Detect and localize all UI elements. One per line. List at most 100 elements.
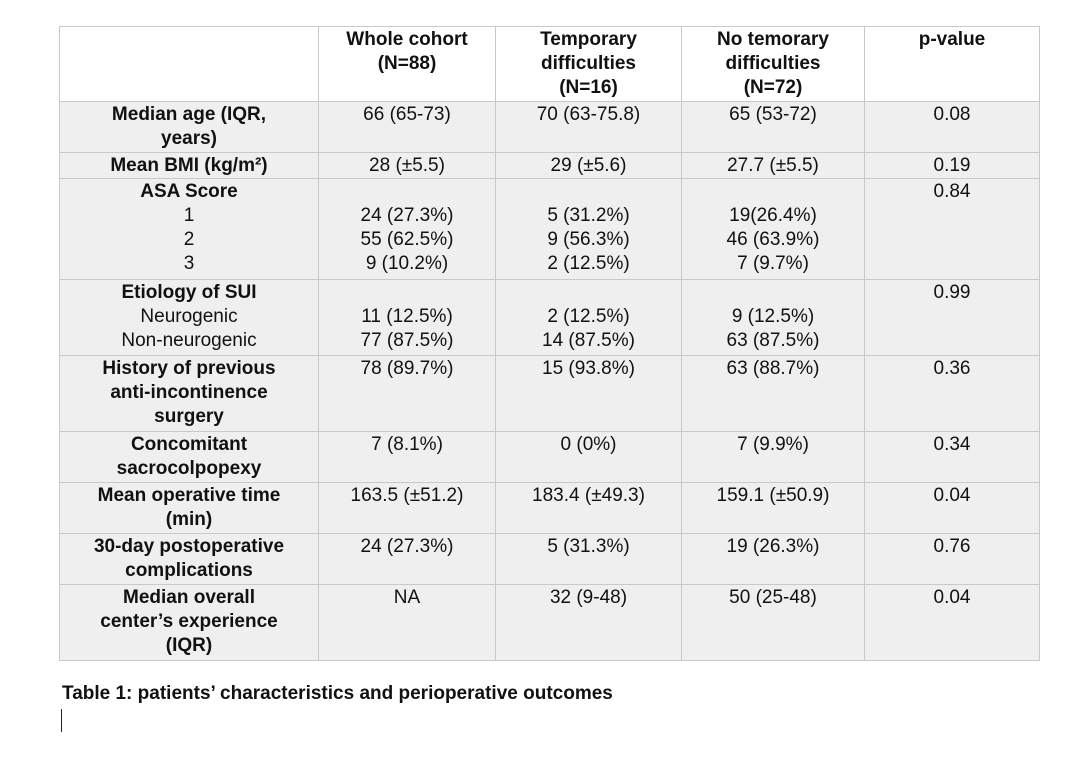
cell-line: 0.84 <box>933 181 971 202</box>
table-row: ASA Score 1 2 3 24 (27.3%) 55 (62.5%) 9 (10.2… <box>59 178 1040 280</box>
cell-line: No temorary <box>717 29 829 50</box>
cell-line: (N=88) <box>377 53 437 74</box>
p-value-cell: 0.34 <box>864 431 1040 483</box>
cell-line: 65 (53-72) <box>729 104 817 125</box>
table-cell: 32 (9-48) <box>495 584 682 661</box>
cell-line: 2 (12.5%) <box>547 306 630 327</box>
row-label: Etiology of SUI Neurogenic Non-neurogenic <box>59 279 319 356</box>
table-row: Concomitant sacrocolpopexy 7 (8.1%) 0 (0%) 7… <box>59 431 1040 483</box>
cell-line: Non-neurogenic <box>121 330 257 351</box>
cell-line: Etiology of SUI <box>121 282 257 303</box>
table-cell: 183.4 (±49.3) <box>495 482 682 534</box>
table-cell: NA <box>318 584 496 661</box>
table-body: Whole cohort (N=88) Temporary difficulties (… <box>59 26 1040 661</box>
table-cell: 27.7 (±5.5) <box>681 152 865 179</box>
cell-line: (N=16) <box>559 77 618 98</box>
cell-line: complications <box>125 560 253 581</box>
cell-line: Temporary <box>540 29 637 50</box>
cell-line: 0.19 <box>933 155 971 176</box>
cell-line: 63 (88.7%) <box>726 358 820 379</box>
cell-line: 0.04 <box>933 485 971 506</box>
cell-line: 7 (9.9%) <box>737 434 809 455</box>
cell-line: Mean operative time <box>97 485 281 506</box>
p-value-cell: 0.99 <box>864 279 1040 356</box>
table-header-row: Whole cohort (N=88) Temporary difficulties (… <box>59 26 1040 102</box>
cell-line: anti-incontinence <box>110 382 268 403</box>
table-cell: 65 (53-72) <box>681 101 865 153</box>
table-cell: 9 (12.5%) 63 (87.5%) <box>681 279 865 356</box>
cell-line: 27.7 (±5.5) <box>727 155 819 176</box>
text-cursor <box>61 709 62 732</box>
cell-line: 46 (63.9%) <box>726 229 820 250</box>
header-cell-empty <box>59 26 319 102</box>
table-cell: 7 (8.1%) <box>318 431 496 483</box>
cell-line: Median age (IQR, <box>111 104 267 125</box>
p-value-cell: 0.84 <box>864 178 1040 280</box>
table-row: Median overall center’s experience (IQR) NA… <box>59 584 1040 661</box>
cell-line: 11 (12.5%) <box>361 306 453 327</box>
cell-line <box>323 180 491 204</box>
table-row: Median age (IQR, years) 66 (65-73) 70 (63-7… <box>59 101 1040 153</box>
cell-line: 9 (56.3%) <box>547 229 630 250</box>
cell-line: 159.1 (±50.9) <box>716 485 830 506</box>
cell-line: surgery <box>154 406 224 427</box>
cell-line: center’s experience <box>100 611 278 632</box>
cell-line: ASA Score <box>140 181 238 202</box>
cell-line: 70 (63-75.8) <box>536 104 641 125</box>
table-cell: 19(26.4%) 46 (63.9%) 7 (9.7%) <box>681 178 865 280</box>
cell-line: 30-day postoperative <box>93 536 285 557</box>
table-row: Mean BMI (kg/m²) 28 (±5.5) 29 (±5.6) 27.7 (… <box>59 152 1040 179</box>
row-label: History of previous anti-incontinence surg… <box>59 355 319 432</box>
row-label: Median age (IQR, years) <box>59 101 319 153</box>
table-cell: 7 (9.9%) <box>681 431 865 483</box>
row-label: ASA Score 1 2 3 <box>59 178 319 280</box>
cell-line: 55 (62.5%) <box>360 229 454 250</box>
table-cell: 11 (12.5%) 77 (87.5%) <box>318 279 496 356</box>
cell-line: sacrocolpopexy <box>116 458 262 479</box>
table-cell: 5 (31.3%) <box>495 533 682 585</box>
cell-line: 24 (27.3%) <box>360 536 454 557</box>
cell-line: (IQR) <box>165 635 213 656</box>
table-row: Mean operative time (min) 163.5 (±51.2) 183… <box>59 482 1040 534</box>
p-value-cell: 0.04 <box>864 482 1040 534</box>
table-cell: 50 (25-48) <box>681 584 865 661</box>
cell-line: 77 (87.5%) <box>360 330 454 351</box>
cell-line: 5 (31.2%) <box>547 205 630 226</box>
cell-line: 9 (10.2%) <box>365 253 449 274</box>
p-value-cell: 0.19 <box>864 152 1040 179</box>
cell-line: 1 <box>183 205 195 226</box>
table-cell: 24 (27.3%) 55 (62.5%) 9 (10.2%) <box>318 178 496 280</box>
characteristics-table: Whole cohort (N=88) Temporary difficulties (… <box>59 26 1040 661</box>
cell-line: 7 (8.1%) <box>371 434 443 455</box>
cell-line <box>500 180 677 204</box>
table-cell: 15 (93.8%) <box>495 355 682 432</box>
cell-line: 183.4 (±49.3) <box>532 485 645 506</box>
cell-line: Whole cohort <box>346 29 468 50</box>
table-cell: 28 (±5.5) <box>318 152 496 179</box>
table-cell: 63 (88.7%) <box>681 355 865 432</box>
table-cell: 2 (12.5%) 14 (87.5%) <box>495 279 682 356</box>
cell-line: 0.99 <box>933 282 971 303</box>
cell-line: 0.76 <box>933 536 971 557</box>
cell-line: p-value <box>918 29 986 50</box>
row-label: Median overall center’s experience (IQR) <box>59 584 319 661</box>
cell-line: 0.08 <box>933 104 971 125</box>
cell-line: 24 (27.3%) <box>360 205 454 226</box>
table-cell: 66 (65-73) <box>318 101 496 153</box>
table-cell: 19 (26.3%) <box>681 533 865 585</box>
cell-line: Mean BMI (kg/m²) <box>110 155 268 176</box>
cell-line: 63 (87.5%) <box>726 330 820 351</box>
column-header: Whole cohort (N=88) <box>318 26 496 102</box>
cell-line: 19 (26.3%) <box>726 536 820 557</box>
cell-line: 3 <box>183 253 195 274</box>
column-header: Temporary difficulties (N=16) <box>495 26 682 102</box>
p-value-cell: 0.08 <box>864 101 1040 153</box>
table-cell: 70 (63-75.8) <box>495 101 682 153</box>
cell-line <box>686 281 860 305</box>
cell-line: 163.5 (±51.2) <box>350 485 464 506</box>
cell-line: 2 <box>183 229 195 250</box>
cell-line: 0.34 <box>933 434 971 455</box>
p-value-cell: 0.04 <box>864 584 1040 661</box>
cell-line: Concomitant <box>130 434 248 455</box>
table-cell: 0 (0%) <box>495 431 682 483</box>
